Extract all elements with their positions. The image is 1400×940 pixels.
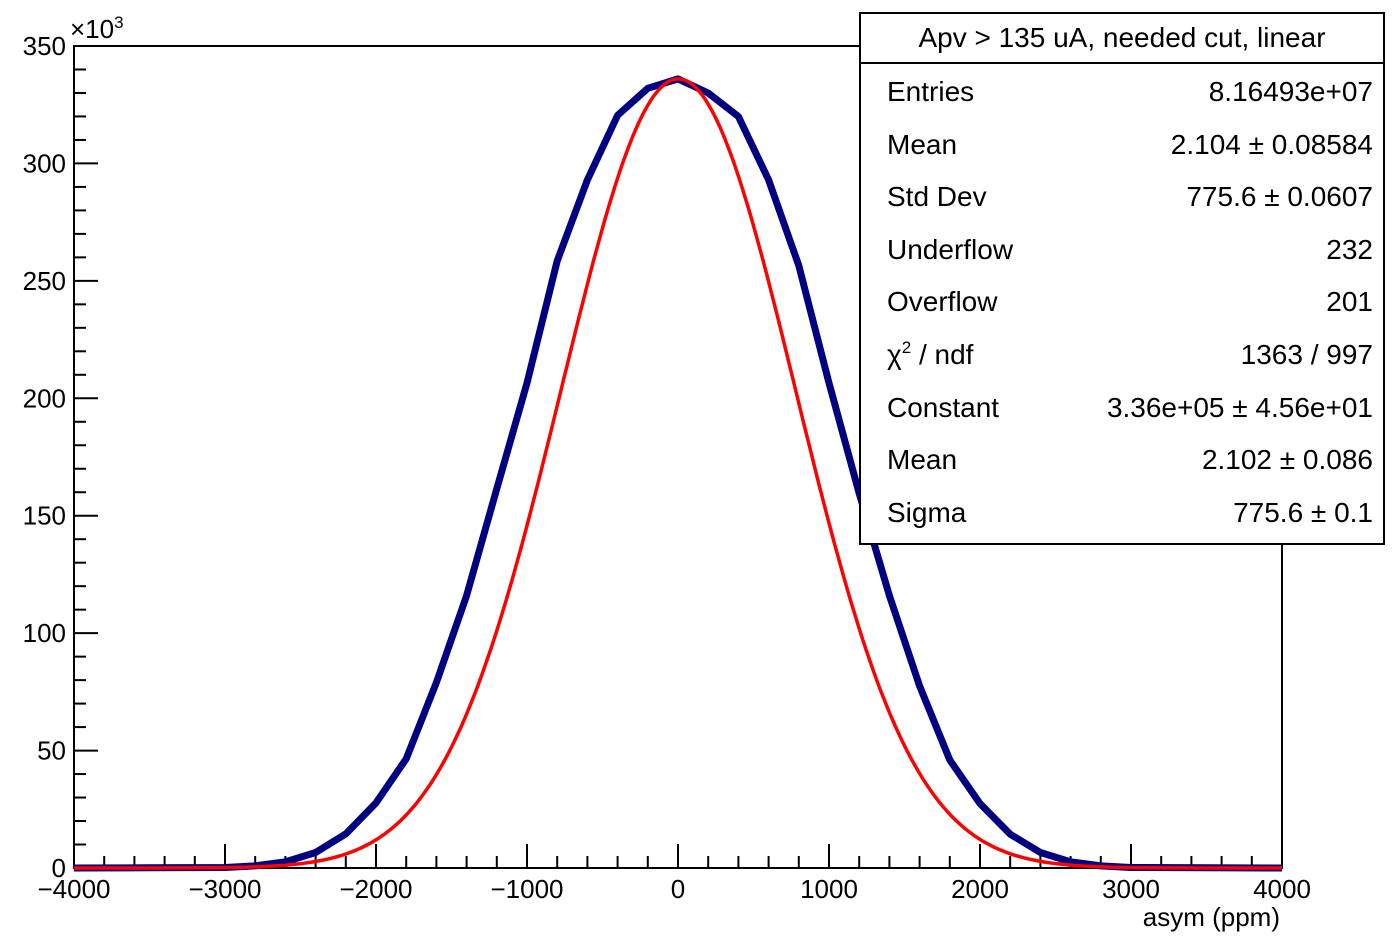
x-tick-label: −1000 <box>490 874 563 904</box>
y-tick-label: 200 <box>23 383 66 413</box>
stats-row: Overflow 201 <box>861 274 1383 327</box>
stats-row-name: Mean <box>887 444 957 476</box>
stats-row-value: 1363 / 997 <box>1240 338 1373 370</box>
stats-row-name-text: Mean <box>887 444 958 476</box>
stats-row-value: 2.102 ± 0.086 <box>1201 444 1373 476</box>
stats-box: Apv > 135 uA, needed cut, linear Entries… <box>859 12 1385 545</box>
stats-row-name: Mean <box>887 129 957 161</box>
stats-row-value: 775.6 ± 0.0607 <box>1186 181 1373 213</box>
stats-row-name-text: χ <box>887 338 902 370</box>
stats-row-value: 201 <box>1326 286 1373 318</box>
stats-row-name: Underflow <box>887 234 1013 266</box>
stats-row: Sigma 775.6 ± 0.1 <box>861 485 1383 538</box>
stats-row: Entries 8.16493e+07 <box>861 64 1383 117</box>
y-multiplier-exponent: 3 <box>114 13 123 32</box>
stats-row-name-text: Entries <box>887 76 975 107</box>
stats-row-name: Std Dev <box>887 181 987 213</box>
y-tick-label: 100 <box>23 618 66 648</box>
stats-row: Std Dev 775.6 ± 0.0607 <box>861 169 1383 222</box>
x-tick-label: 4000 <box>1253 874 1311 904</box>
stats-row-name-text: Std Dev <box>887 181 987 213</box>
stats-row-name-superscript: 2 <box>901 337 912 357</box>
stats-row-value: 2.104 ± 0.08584 <box>1170 128 1373 160</box>
x-tick-labels: −4000 −3000 −2000 −1000 0 1000 2000 3000 4000 <box>37 874 1310 904</box>
stats-row-name-text: Overflow <box>887 286 998 318</box>
stats-row-value: 3.36e+05 ± 4.56e+01 <box>1106 391 1373 423</box>
x-tick-label: −2000 <box>339 874 412 904</box>
x-tick-label: 3000 <box>1102 874 1160 904</box>
stats-row-name: Constant <box>887 392 999 424</box>
stats-row-name-suffix: / ndf <box>911 338 974 370</box>
stats-row: χ2 / ndf 1363 / 997 <box>861 327 1383 380</box>
y-tick-label: 0 <box>52 853 66 883</box>
y-multiplier-label: ×103 <box>70 13 124 44</box>
stats-box-title: Apv > 135 uA, needed cut, linear <box>861 14 1383 64</box>
stats-row-value: 775.6 ± 0.1 <box>1233 496 1373 528</box>
x-tick-label: 1000 <box>800 874 858 904</box>
stats-row: Mean 2.104 ± 0.08584 <box>861 117 1383 170</box>
x-tick-label: 2000 <box>951 874 1009 904</box>
stats-row-name: Entries <box>887 76 974 108</box>
x-tick-label: 0 <box>671 874 685 904</box>
stats-row-name-text: Mean <box>887 128 958 160</box>
y-tick-label: 350 <box>23 31 66 61</box>
y-tick-label: 250 <box>23 266 66 296</box>
stats-row-name-text: Constant <box>887 391 1000 423</box>
y-tick-label: 150 <box>23 501 66 531</box>
gaussian-fit-series <box>74 77 1282 870</box>
axis-ticks <box>73 45 1283 869</box>
stats-row-name-text: Underflow <box>887 233 1014 265</box>
stats-row-name-text: Sigma <box>887 496 967 528</box>
stats-row-name: Overflow <box>887 286 997 318</box>
stats-row: Constant 3.36e+05 ± 4.56e+01 <box>861 380 1383 433</box>
stats-row: Mean 2.102 ± 0.086 <box>861 432 1383 485</box>
stats-row-name: Sigma <box>887 497 966 529</box>
x-tick-label: −4000 <box>37 874 110 904</box>
series-layer <box>73 75 1283 872</box>
y-tick-label: 300 <box>23 148 66 178</box>
x-tick-label: −3000 <box>188 874 261 904</box>
stats-row: Underflow 232 <box>861 222 1383 275</box>
stats-row-name: χ2 / ndf <box>887 339 973 371</box>
y-tick-labels: 0 50 100 150 200 250 300 350 <box>23 31 66 883</box>
stats-row-value: 8.16493e+07 <box>1208 76 1373 107</box>
stats-row-value: 232 <box>1326 233 1373 265</box>
x-axis-title: asym (ppm) <box>1143 902 1280 932</box>
y-tick-label: 50 <box>37 736 66 766</box>
stats-box-rows: Entries 8.16493e+07 Mean 2.104 ± 0.08584 Std… <box>861 64 1383 537</box>
